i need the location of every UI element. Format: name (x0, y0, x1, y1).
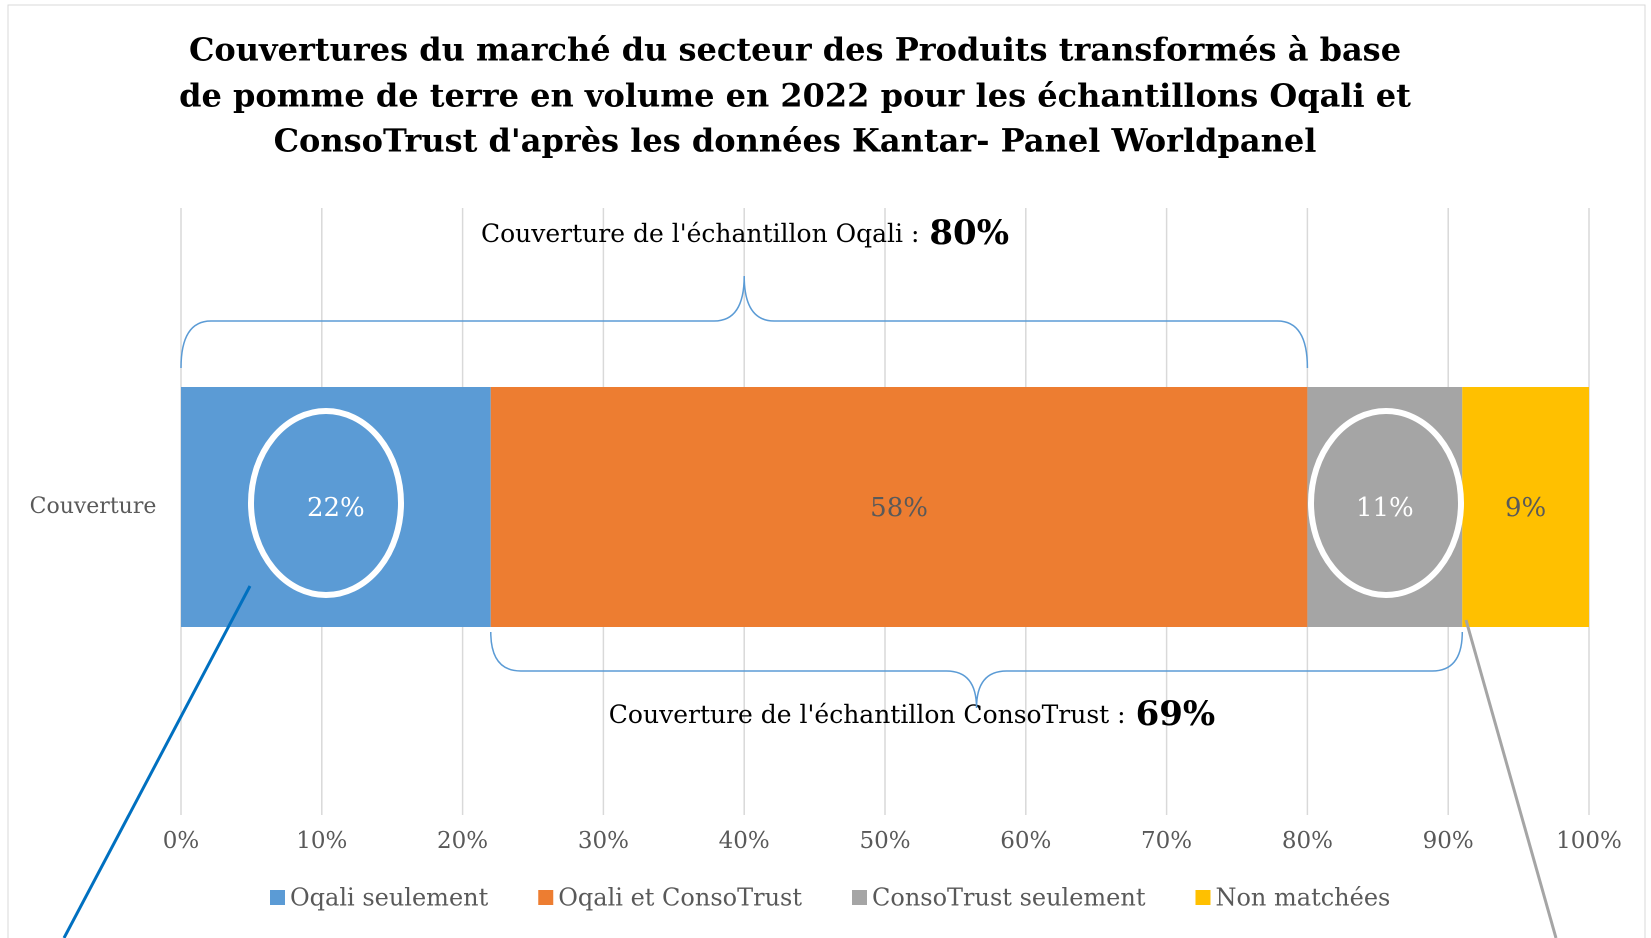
annotation-value: 69% (1136, 694, 1216, 734)
brace (180, 275, 1309, 369)
y-tick-label: Couverture (30, 494, 157, 519)
bar-segment (490, 387, 1308, 627)
x-tick-label: 100% (1556, 828, 1622, 854)
x-tick-label: 50% (859, 828, 910, 854)
x-tick-label: 20% (437, 828, 488, 854)
annotation: Couverture de l'échantillon ConsoTrust :… (609, 694, 1215, 734)
value-label: 11% (1356, 493, 1414, 523)
annotation-text: Couverture de l'échantillon ConsoTrust : (609, 700, 1126, 729)
x-tick-label: 0% (163, 828, 200, 854)
legend-label: ConsoTrust seulement (872, 884, 1146, 912)
value-label: 9% (1505, 493, 1546, 523)
highlight-circle (1308, 408, 1464, 598)
annotation-value: 80% (929, 213, 1009, 253)
chart-title: Couvertures du marché du secteur des Pro… (189, 31, 1401, 69)
value-label: 22% (307, 493, 365, 523)
legend-swatch (852, 890, 867, 905)
highlight-circle (248, 408, 404, 598)
callout-line (62, 585, 252, 938)
annotation-text: Couverture de l'échantillon Oqali : (481, 219, 919, 248)
legend-label: Oqali seulement (290, 884, 489, 912)
x-tick-label: 80% (1282, 828, 1333, 854)
value-label: 58% (870, 493, 928, 523)
bar-segment (1307, 387, 1463, 627)
callout-line (1464, 619, 1558, 938)
chart-title: de pomme de terre en volume en 2022 pour… (179, 77, 1411, 115)
bar-segment (1462, 387, 1589, 627)
brace (490, 631, 1464, 709)
chart-border (7, 4, 1646, 938)
legend-swatch (538, 890, 554, 905)
x-tick-label: 30% (578, 828, 629, 854)
x-tick-label: 40% (719, 828, 770, 854)
x-tick-label: 60% (1000, 828, 1051, 854)
legend-label: Oqali et ConsoTrust (558, 884, 802, 912)
chart-title: ConsoTrust d'après les données Kantar- P… (274, 122, 1317, 160)
bar-segment (181, 387, 491, 627)
legend-swatch (270, 890, 285, 905)
x-tick-label: 90% (1423, 828, 1474, 854)
annotation: Couverture de l'échantillon Oqali : 80% (481, 213, 1009, 253)
x-tick-label: 10% (296, 828, 347, 854)
legend-swatch (1195, 890, 1211, 905)
x-tick-label: 70% (1141, 828, 1192, 854)
legend-label: Non matchées (1215, 884, 1390, 912)
